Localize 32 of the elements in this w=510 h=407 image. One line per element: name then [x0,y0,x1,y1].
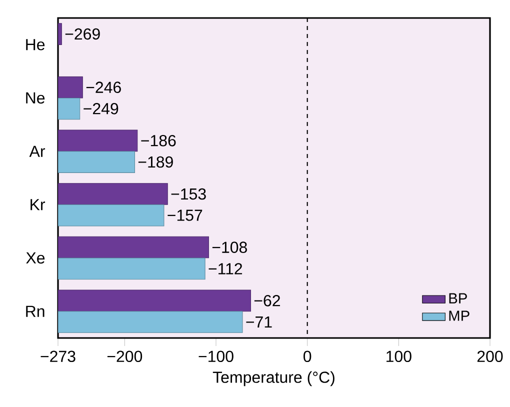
y-tick-label: Ar [29,146,46,157]
data-label: −246 [86,82,121,93]
data-label: −249 [84,103,118,114]
data-label: −269 [65,28,100,40]
y-tick-label: Ne [26,92,45,104]
x-tick-label: 0 [304,350,312,362]
x-axis-title: Temperature (°C) [212,371,334,386]
bar [58,98,80,120]
x-tick-label: −100 [198,350,234,362]
x-tick-label: −200 [107,350,142,362]
y-tick-label: Rn [26,306,44,317]
data-label: −62 [254,295,280,306]
data-label: −71 [246,316,272,328]
x-tick-label: 200 [477,350,503,362]
y-tick-label: He [26,39,45,50]
data-label: −157 [168,210,202,221]
bar [58,258,206,280]
y-tick-label: Kr [30,199,46,210]
data-label: −186 [141,135,176,146]
data-label: −153 [171,188,206,200]
legend-label: MP [449,310,470,321]
bar [58,23,62,45]
x-tick-label: 100 [386,350,412,362]
y-tick-label: Xe [26,252,45,264]
bar [58,290,251,312]
data-label: −189 [138,156,173,168]
bar [58,76,83,98]
data-label: −112 [208,263,242,274]
data-label: −108 [212,242,247,253]
bar [58,311,243,333]
x-tick-label: −273 [40,350,76,362]
legend-label: BP [449,293,467,304]
